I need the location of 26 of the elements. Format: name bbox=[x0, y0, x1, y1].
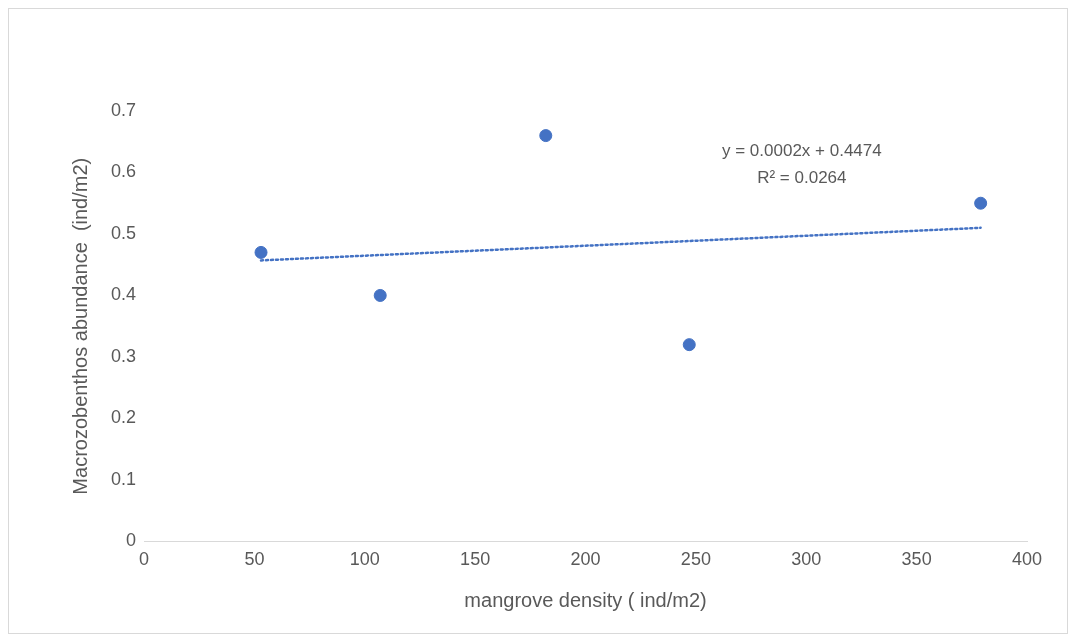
x-tick-label: 50 bbox=[244, 549, 265, 570]
y-tick-label: 0.7 bbox=[110, 99, 137, 120]
x-tick-label: 150 bbox=[460, 549, 491, 570]
annotation: R² = 0.0264 bbox=[757, 167, 847, 187]
x-tick-label: 200 bbox=[570, 549, 601, 570]
y-tick-label: 0.6 bbox=[110, 161, 137, 182]
x-tick-label: 350 bbox=[901, 549, 932, 570]
y-tick-label: 0.2 bbox=[110, 407, 137, 428]
point bbox=[974, 196, 988, 210]
y-tick-label: 0.4 bbox=[110, 284, 137, 305]
x-tick-label: 100 bbox=[349, 549, 380, 570]
y-tick-label: 0 bbox=[126, 530, 137, 551]
x-tick-label: 400 bbox=[1011, 549, 1043, 570]
annotation: y = 0.0002x + 0.4474 bbox=[721, 140, 882, 160]
x-tick-label: 300 bbox=[791, 549, 822, 570]
point bbox=[539, 129, 553, 143]
x-tick-label: 0 bbox=[139, 549, 150, 570]
point bbox=[682, 338, 696, 352]
point bbox=[373, 288, 387, 302]
y-tick-label: 0.5 bbox=[110, 222, 137, 243]
x-tick-label: 250 bbox=[680, 549, 711, 570]
point bbox=[254, 245, 268, 259]
y-tick-label: 0.3 bbox=[110, 345, 137, 366]
y-axis-title: Macrozobenthos abundance (ind/m2) bbox=[68, 157, 91, 495]
x-axis-title: mangrove density ( ind/m2) bbox=[464, 588, 707, 611]
y-tick-label: 0.1 bbox=[110, 468, 137, 489]
